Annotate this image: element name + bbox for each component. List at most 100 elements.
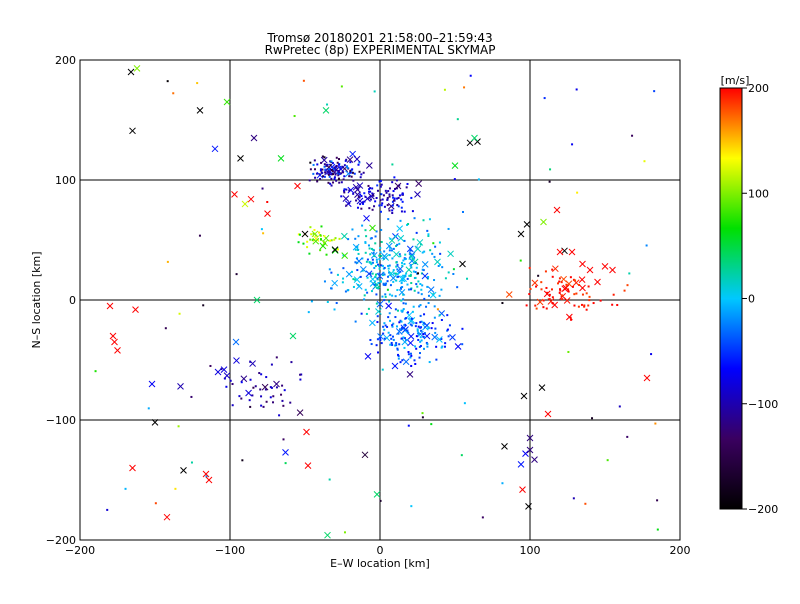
data-point-dot — [333, 171, 336, 174]
data-point-dot — [395, 344, 398, 347]
data-point-cross — [421, 272, 429, 280]
data-point-dot — [441, 345, 444, 348]
data-point-dot — [400, 210, 403, 213]
data-point-dot — [387, 218, 390, 221]
data-point-dot — [461, 327, 464, 330]
data-point-dot — [382, 194, 385, 197]
data-point-dot — [310, 233, 313, 236]
data-point-dot — [306, 240, 309, 243]
data-point-dot — [333, 238, 336, 241]
data-point-dot — [366, 258, 369, 261]
data-point-dot — [326, 300, 329, 303]
data-point-dot — [383, 328, 386, 331]
data-point-dot — [418, 345, 421, 348]
data-point-dot — [313, 168, 316, 171]
data-point-dot — [410, 317, 413, 320]
data-point-dot — [319, 168, 322, 171]
data-point-cross — [342, 195, 350, 203]
data-point-dot — [501, 482, 504, 485]
data-point-dot — [400, 320, 403, 323]
data-point-dot — [386, 196, 389, 199]
data-point-dot — [427, 326, 430, 329]
data-point-dot — [368, 190, 371, 193]
data-point-dot — [240, 397, 243, 400]
data-point-dot — [231, 404, 234, 407]
data-point-dot — [363, 294, 366, 297]
data-point-dot — [387, 190, 390, 193]
data-point-dot — [312, 232, 315, 235]
data-point-dot — [344, 159, 347, 162]
data-point-dot — [404, 253, 407, 256]
data-point-cross — [220, 366, 228, 373]
data-point-dot — [395, 261, 398, 264]
data-point-dot — [342, 254, 345, 257]
data-point-dot — [428, 361, 431, 364]
data-point-dot — [403, 210, 406, 213]
data-point-cross — [109, 332, 117, 340]
data-point-cross — [505, 291, 513, 298]
data-point-cross — [180, 467, 187, 474]
data-point-dot — [423, 332, 426, 335]
data-point-dot — [259, 388, 262, 391]
data-point-cross — [385, 302, 392, 310]
data-point-dot — [357, 195, 360, 198]
data-point-dot — [380, 204, 383, 207]
data-point-dot — [366, 276, 369, 279]
data-point-cross — [369, 319, 376, 327]
data-point-dot — [396, 204, 399, 207]
data-point-dot — [409, 264, 412, 267]
data-point-dot — [375, 258, 378, 261]
data-point-dot — [225, 385, 228, 388]
data-point-dot — [395, 179, 398, 182]
data-point-dot — [440, 288, 443, 291]
data-point-cross — [579, 284, 586, 292]
data-point-dot — [399, 361, 402, 364]
data-point-dot — [401, 279, 404, 282]
data-point-dot — [375, 261, 378, 264]
data-point-dot — [440, 337, 443, 340]
data-point-dot — [320, 225, 323, 228]
data-point-dot — [331, 170, 334, 173]
data-point-dot — [370, 195, 373, 198]
data-point-dot — [300, 373, 303, 376]
data-point-cross — [352, 243, 360, 251]
data-point-dot — [299, 378, 302, 381]
data-point-dot — [369, 198, 372, 201]
data-point-dot — [338, 172, 341, 175]
data-point-dot — [361, 257, 364, 260]
data-point-dot — [567, 290, 570, 293]
data-point-dot — [406, 283, 409, 286]
data-point-dot — [397, 196, 400, 199]
data-point-dot — [254, 385, 257, 388]
data-point-dot — [345, 158, 348, 161]
data-point-dot — [377, 286, 380, 289]
data-point-dot — [383, 205, 386, 208]
data-point-dot — [397, 357, 400, 360]
data-point-dot — [342, 277, 345, 280]
data-point-dot — [419, 283, 422, 286]
data-point-dot — [400, 198, 403, 201]
data-point-dot — [447, 271, 450, 274]
data-point-dot — [382, 325, 385, 328]
data-point-cross — [407, 332, 415, 340]
data-point-cross — [387, 202, 395, 210]
data-point-dot — [330, 184, 333, 187]
data-point-dot — [343, 164, 346, 167]
data-point-dot — [293, 115, 296, 118]
data-point-dot — [260, 228, 263, 231]
data-point-cross — [396, 265, 404, 273]
data-point-dot — [289, 401, 292, 404]
data-point-dot — [308, 179, 311, 182]
data-point-dot — [567, 288, 570, 291]
data-point-cross — [643, 374, 651, 382]
data-point-dot — [415, 347, 418, 350]
data-point-dot — [397, 205, 400, 208]
data-point-dot — [326, 103, 329, 106]
data-point-cross — [447, 250, 454, 258]
data-point-dot — [391, 194, 394, 197]
data-point-dot — [402, 274, 405, 277]
data-point-dot — [396, 273, 399, 276]
data-point-dot — [375, 302, 378, 305]
data-point-dot — [391, 343, 394, 346]
data-point-cross — [520, 392, 528, 400]
